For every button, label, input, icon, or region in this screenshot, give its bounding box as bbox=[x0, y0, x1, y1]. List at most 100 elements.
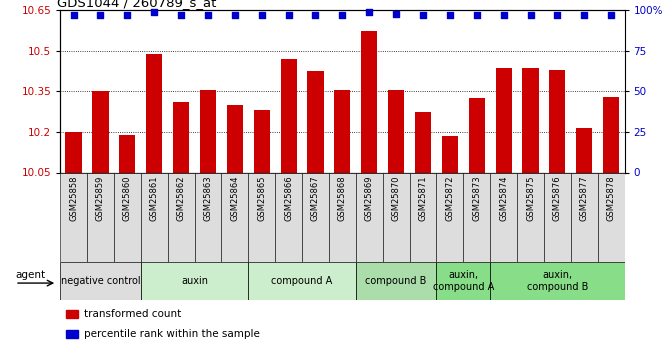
Bar bbox=[496, 68, 512, 172]
Bar bbox=[141, 262, 248, 300]
Point bbox=[364, 9, 375, 15]
Text: agent: agent bbox=[15, 270, 45, 280]
Text: GSM25877: GSM25877 bbox=[580, 175, 589, 221]
Bar bbox=[356, 262, 436, 300]
Bar bbox=[114, 172, 141, 262]
Text: GSM25866: GSM25866 bbox=[284, 175, 293, 221]
Text: percentile rank within the sample: percentile rank within the sample bbox=[84, 329, 260, 339]
Text: GSM25868: GSM25868 bbox=[338, 175, 347, 221]
Bar bbox=[226, 105, 243, 172]
Point bbox=[149, 9, 160, 15]
Point bbox=[230, 12, 240, 18]
Text: GSM25859: GSM25859 bbox=[96, 175, 105, 220]
Bar bbox=[60, 172, 87, 262]
Point bbox=[498, 12, 509, 18]
Text: GSM25873: GSM25873 bbox=[472, 175, 481, 221]
Bar bbox=[469, 98, 485, 172]
Point bbox=[579, 12, 590, 18]
Bar bbox=[65, 310, 78, 318]
Text: GSM25871: GSM25871 bbox=[418, 175, 428, 221]
Bar bbox=[281, 59, 297, 172]
Point bbox=[283, 12, 294, 18]
Text: compound B: compound B bbox=[365, 276, 427, 286]
Text: GSM25863: GSM25863 bbox=[204, 175, 212, 221]
Text: auxin,
compound B: auxin, compound B bbox=[526, 270, 588, 292]
Point bbox=[444, 12, 455, 18]
Text: GSM25872: GSM25872 bbox=[446, 175, 454, 221]
Bar bbox=[146, 53, 162, 172]
Text: GSM25869: GSM25869 bbox=[365, 175, 373, 221]
Text: GSM25860: GSM25860 bbox=[123, 175, 132, 221]
Text: GSM25876: GSM25876 bbox=[553, 175, 562, 221]
Point bbox=[176, 12, 186, 18]
Text: compound A: compound A bbox=[271, 276, 333, 286]
Bar bbox=[571, 172, 598, 262]
Bar bbox=[464, 172, 490, 262]
Bar bbox=[490, 172, 517, 262]
Bar bbox=[436, 262, 490, 300]
Bar bbox=[361, 31, 377, 172]
Point bbox=[525, 12, 536, 18]
Point bbox=[391, 11, 401, 16]
Bar bbox=[436, 172, 464, 262]
Text: auxin: auxin bbox=[181, 276, 208, 286]
Bar bbox=[415, 112, 431, 172]
Bar bbox=[92, 91, 108, 172]
Text: GSM25875: GSM25875 bbox=[526, 175, 535, 221]
Bar bbox=[275, 172, 302, 262]
Bar bbox=[87, 172, 114, 262]
Text: GSM25870: GSM25870 bbox=[391, 175, 401, 221]
Bar bbox=[221, 172, 248, 262]
Bar bbox=[120, 135, 136, 172]
Text: GSM25861: GSM25861 bbox=[150, 175, 159, 221]
Bar bbox=[388, 90, 404, 172]
Point bbox=[552, 12, 562, 18]
Bar bbox=[522, 68, 538, 172]
Text: transformed count: transformed count bbox=[84, 309, 181, 319]
Bar bbox=[65, 132, 81, 172]
Text: GSM25865: GSM25865 bbox=[257, 175, 267, 221]
Bar bbox=[302, 172, 329, 262]
Bar bbox=[442, 136, 458, 172]
Bar bbox=[356, 172, 383, 262]
Text: GSM25858: GSM25858 bbox=[69, 175, 78, 221]
Point bbox=[418, 12, 428, 18]
Bar bbox=[65, 330, 78, 338]
Text: negative control: negative control bbox=[61, 276, 140, 286]
Text: GSM25874: GSM25874 bbox=[499, 175, 508, 221]
Point bbox=[95, 12, 106, 18]
Bar bbox=[576, 128, 593, 172]
Point bbox=[337, 12, 347, 18]
Point bbox=[202, 12, 213, 18]
Point bbox=[122, 12, 133, 18]
Point bbox=[68, 12, 79, 18]
Bar bbox=[383, 172, 409, 262]
Bar bbox=[544, 172, 571, 262]
Bar bbox=[194, 172, 221, 262]
Bar bbox=[490, 262, 625, 300]
Bar bbox=[168, 172, 194, 262]
Point bbox=[472, 12, 482, 18]
Text: GSM25867: GSM25867 bbox=[311, 175, 320, 221]
Bar bbox=[329, 172, 356, 262]
Bar bbox=[60, 262, 141, 300]
Bar bbox=[598, 172, 625, 262]
Bar bbox=[254, 110, 270, 172]
Bar bbox=[200, 90, 216, 172]
Bar bbox=[409, 172, 436, 262]
Text: GDS1044 / 260789_s_at: GDS1044 / 260789_s_at bbox=[57, 0, 216, 9]
Text: GSM25864: GSM25864 bbox=[230, 175, 239, 221]
Bar bbox=[517, 172, 544, 262]
Text: auxin,
compound A: auxin, compound A bbox=[433, 270, 494, 292]
Point bbox=[310, 12, 321, 18]
Bar bbox=[334, 90, 351, 172]
Point bbox=[606, 12, 617, 18]
Bar bbox=[603, 97, 619, 172]
Text: GSM25862: GSM25862 bbox=[176, 175, 186, 221]
Bar bbox=[248, 262, 356, 300]
Point bbox=[257, 12, 267, 18]
Bar bbox=[307, 71, 323, 172]
Bar bbox=[248, 172, 275, 262]
Bar bbox=[141, 172, 168, 262]
Bar bbox=[173, 102, 189, 172]
